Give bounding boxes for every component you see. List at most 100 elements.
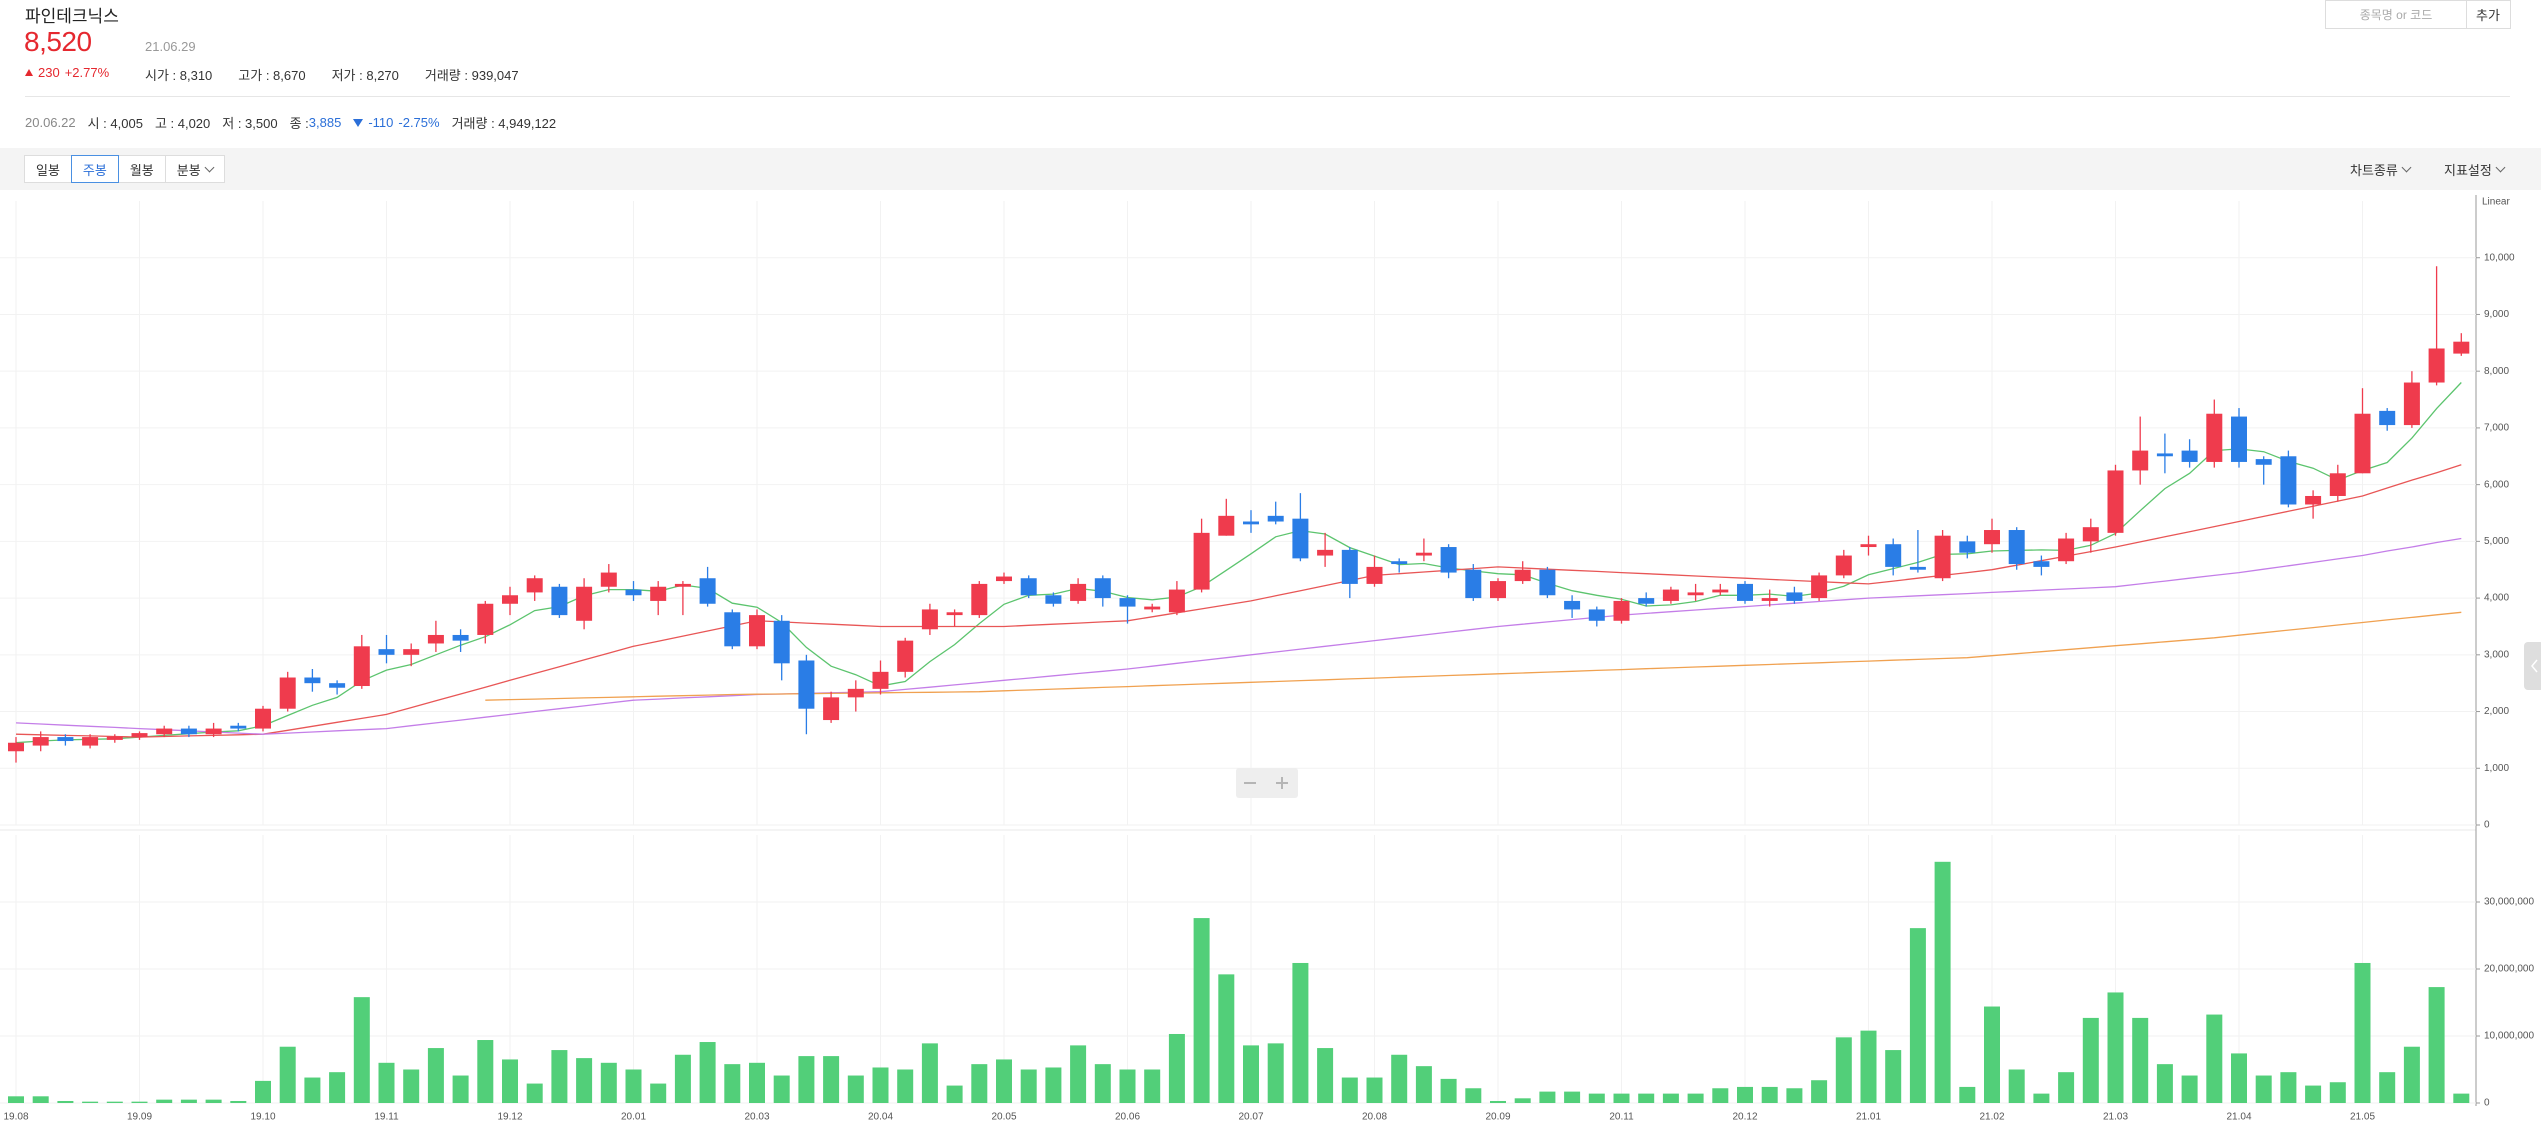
volume-bar bbox=[1885, 1050, 1902, 1103]
candle-body bbox=[526, 578, 543, 593]
candle-body bbox=[1070, 583, 1087, 601]
candle-body bbox=[378, 649, 395, 655]
volume-bar bbox=[1218, 974, 1235, 1103]
volume-bar bbox=[2255, 1075, 2272, 1103]
price-stats: 시가 : 8,310 고가 : 8,670 저가 : 8,270 거래량 : 9… bbox=[145, 65, 519, 84]
add-button[interactable]: 추가 bbox=[2466, 0, 2511, 29]
candle-body bbox=[1835, 555, 1852, 576]
period-tab[interactable]: 월봉 bbox=[117, 155, 166, 183]
candle-body bbox=[1712, 589, 1729, 593]
volume-bar bbox=[1317, 1048, 1334, 1103]
candle-body bbox=[1045, 595, 1062, 604]
change-percent: +2.77% bbox=[64, 65, 110, 80]
volume-bar bbox=[1243, 1045, 1259, 1103]
volume-bar bbox=[353, 997, 370, 1103]
stat: 시가 : 8,310 bbox=[145, 68, 213, 83]
candle-body bbox=[2107, 470, 2124, 533]
volume-bar bbox=[1440, 1078, 1457, 1103]
candle-body bbox=[724, 612, 741, 647]
toolbar bbox=[0, 148, 2541, 190]
candle-body bbox=[1564, 600, 1581, 610]
x-tick-label: 21.04 bbox=[2226, 1112, 2251, 1123]
candle-body bbox=[921, 609, 938, 630]
info-close-value: 3,885 bbox=[308, 115, 342, 130]
candle-body bbox=[996, 576, 1012, 582]
volume-bar bbox=[823, 1056, 840, 1103]
candle-body bbox=[1539, 569, 1556, 596]
candle-body bbox=[1144, 606, 1161, 610]
candle-body bbox=[131, 733, 148, 738]
period-tab[interactable]: 분봉 bbox=[164, 155, 225, 183]
candle-body bbox=[1860, 544, 1877, 548]
candle-body bbox=[255, 708, 271, 729]
candle-body bbox=[1737, 583, 1753, 601]
volume-bar bbox=[1366, 1077, 1383, 1103]
volume-bar bbox=[1662, 1093, 1679, 1103]
candle-body bbox=[452, 634, 469, 641]
y-tick-label: 0 bbox=[2484, 1098, 2490, 1109]
period-tab[interactable]: 주봉 bbox=[70, 155, 119, 183]
volume-bar bbox=[650, 1083, 667, 1103]
candle-body bbox=[2132, 450, 2149, 471]
y-tick-label: 0 bbox=[2484, 820, 2490, 831]
volume-bar bbox=[279, 1046, 296, 1103]
candle-body bbox=[551, 586, 568, 616]
volume-bar bbox=[1465, 1088, 1482, 1103]
volume-bar bbox=[1391, 1054, 1408, 1103]
volume-bar bbox=[1070, 1045, 1087, 1103]
volume-bar bbox=[205, 1099, 222, 1103]
volume-bar bbox=[502, 1059, 518, 1103]
candle-body bbox=[353, 646, 370, 687]
volume-bar bbox=[1415, 1066, 1432, 1103]
candle-body bbox=[650, 586, 667, 601]
volume-bar bbox=[1292, 962, 1309, 1103]
candle-body bbox=[1959, 541, 1976, 553]
candle-body bbox=[2082, 527, 2099, 542]
volume-bar bbox=[2354, 962, 2371, 1103]
candle-body bbox=[1366, 566, 1383, 584]
candle-body bbox=[2156, 453, 2173, 457]
volume-bar bbox=[2033, 1093, 2050, 1103]
volume-bar bbox=[996, 1059, 1012, 1103]
candle-body bbox=[1119, 598, 1136, 607]
candle-body bbox=[1514, 569, 1531, 582]
volume-bar bbox=[1144, 1069, 1161, 1103]
tab-label: 월봉 bbox=[129, 162, 154, 178]
zoom-control[interactable] bbox=[1236, 768, 1298, 798]
period-tabs: 일봉 주봉 월봉 분봉 bbox=[24, 155, 225, 183]
volume-bar bbox=[2329, 1082, 2346, 1103]
candle-body bbox=[1909, 566, 1926, 570]
volume-bar bbox=[526, 1083, 543, 1103]
volume-bar bbox=[1168, 1033, 1185, 1103]
volume-bar bbox=[847, 1075, 864, 1103]
candle-body bbox=[1267, 515, 1284, 522]
candle-body bbox=[847, 688, 864, 698]
candle-body bbox=[1984, 530, 2000, 545]
candle-body bbox=[1193, 532, 1210, 590]
candle-body bbox=[106, 736, 123, 740]
volume-bar bbox=[1341, 1077, 1358, 1103]
search-input[interactable]: 종목명 or 코드 bbox=[2325, 0, 2467, 29]
period-tab[interactable]: 일봉 bbox=[24, 155, 72, 183]
down-arrow bbox=[353, 118, 364, 127]
candle-body bbox=[2453, 341, 2470, 354]
volume-bar bbox=[1638, 1093, 1655, 1103]
volume-bar bbox=[2280, 1072, 2297, 1103]
candle-body bbox=[57, 737, 74, 742]
chart-type-menu[interactable]: 차트종류 bbox=[2350, 160, 2412, 179]
volume-bar bbox=[2082, 1017, 2099, 1103]
tab-label: 분봉 bbox=[176, 162, 201, 178]
candle-body bbox=[1243, 521, 1259, 525]
candle-body bbox=[1218, 515, 1235, 536]
candle-body bbox=[156, 728, 173, 735]
info-close: 종 : 3,885 bbox=[290, 113, 342, 132]
candle-body bbox=[1811, 575, 1828, 599]
indicator-menu[interactable]: 지표설정 bbox=[2444, 160, 2506, 179]
moving-average-line bbox=[485, 611, 2462, 701]
y-tick-label: 9,000 bbox=[2484, 309, 2509, 320]
volume-bar bbox=[1934, 861, 1951, 1103]
volume-bar bbox=[1835, 1037, 1852, 1103]
candle-body bbox=[1885, 544, 1902, 567]
info-item: 시 : 4,005 bbox=[87, 116, 143, 131]
y-tick-label: 10,000,000 bbox=[2484, 1031, 2534, 1042]
